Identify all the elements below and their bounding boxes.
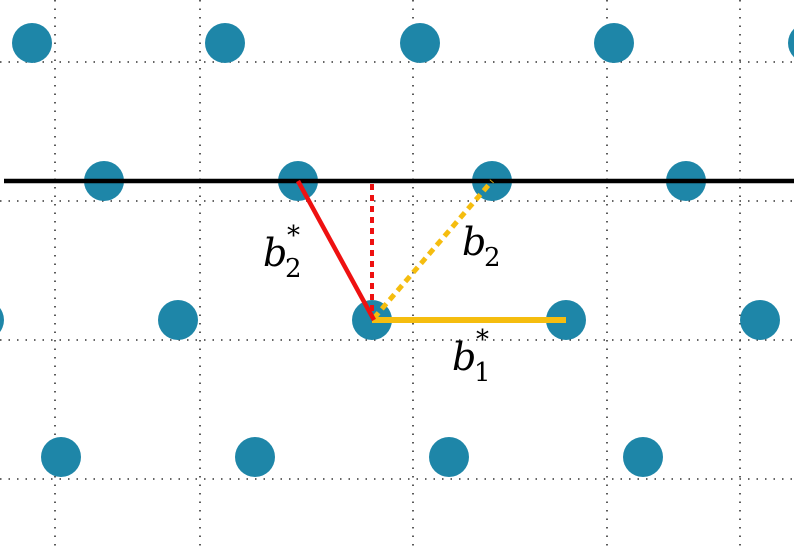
lattice-point [12,23,52,63]
label-b2-star-base: b [263,231,287,275]
label-b1-star-sub: 1 [474,358,491,388]
label-b2-sub: 2 [484,243,501,273]
lattice-point [740,300,780,340]
lattice-point [429,437,469,477]
label-b2-star-sub: 2 [285,254,302,284]
lattice-point [623,437,663,477]
label-b1-star: b * 1 [452,325,494,388]
lattice-point [400,23,440,63]
vector-b2-dotted [372,179,494,320]
label-b1-star-base: b [452,335,476,379]
label-b2-base: b [462,220,486,264]
label-b2: b 2 [462,220,501,273]
lattice-point [0,308,4,332]
lattice-point [788,28,794,58]
label-b1-star-sup: * [476,325,489,355]
label-b2-star: b * 2 [263,221,305,284]
label-b2-star-sup: * [287,221,300,251]
lattice-point [594,23,634,63]
vector-b2-star [296,179,376,322]
lattice-point [205,23,245,63]
lattice-point [158,300,198,340]
lattice-point [41,437,81,477]
lattice-point [235,437,275,477]
